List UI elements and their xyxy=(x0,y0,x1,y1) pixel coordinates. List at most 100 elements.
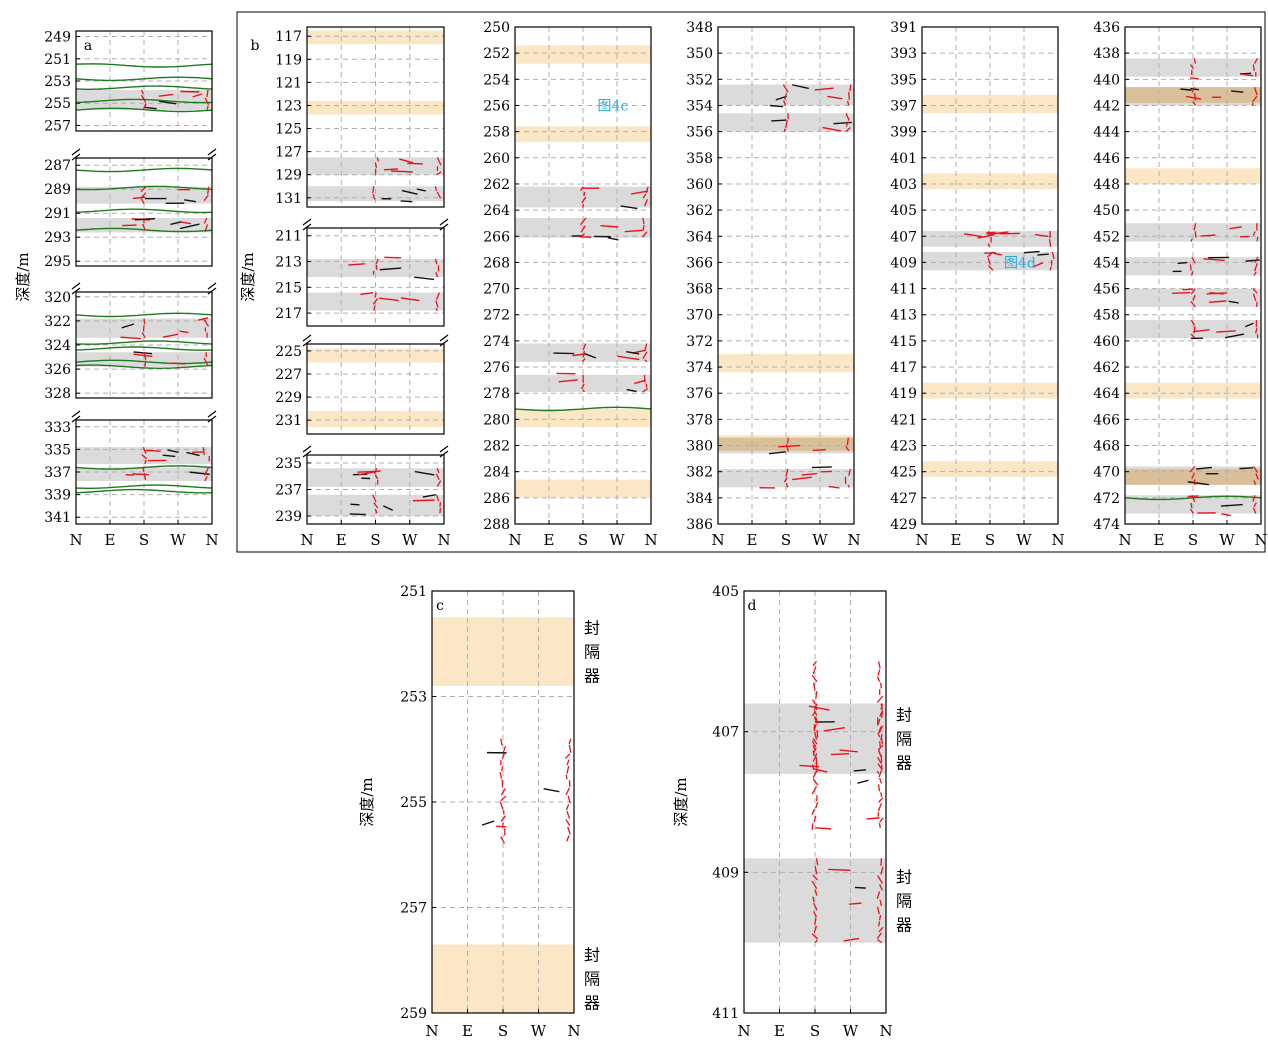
y-tick-label: 295 xyxy=(44,254,71,270)
y-tick-label: 458 xyxy=(1093,308,1120,324)
fracture-trace xyxy=(1254,263,1258,272)
fracture-trace xyxy=(877,812,880,817)
fracture-trace xyxy=(812,699,817,705)
x-tick-label: W xyxy=(1219,531,1235,549)
fracture-trace xyxy=(1254,327,1258,334)
fracture-trace xyxy=(1221,503,1243,507)
fracture-trace xyxy=(877,669,881,676)
y-tick-label: 260 xyxy=(483,151,510,167)
fracture-trace xyxy=(814,705,818,711)
fracture-trace xyxy=(879,710,884,717)
fracture-trace xyxy=(811,933,819,940)
x-tick-label: N xyxy=(915,531,928,549)
bedding-trace xyxy=(75,340,213,345)
y-tick-label: 276 xyxy=(483,360,510,376)
packer-label: 隔 xyxy=(896,730,912,749)
y-tick-label: 354 xyxy=(686,98,713,114)
fracture-trace xyxy=(987,231,1009,235)
y-axis-label-c: 深度/m xyxy=(358,777,376,826)
axis-break-mark xyxy=(71,148,81,161)
panel-b-col1-segment: 225 227 229 231 xyxy=(275,343,445,435)
fracture-trace xyxy=(857,779,869,784)
x-tick-label: E xyxy=(747,531,758,549)
fracture-trace xyxy=(1191,472,1196,479)
fracture-trace xyxy=(580,225,586,233)
axis-break-mark xyxy=(207,148,217,161)
x-tick-label: S xyxy=(139,531,149,549)
y-tick-label: 215 xyxy=(275,280,302,296)
y-tick-label: 411 xyxy=(890,282,917,298)
fracture-trace xyxy=(811,764,815,770)
fracture-trace xyxy=(814,87,834,91)
y-tick-label: 380 xyxy=(686,439,713,455)
fracture-trace xyxy=(813,716,818,724)
y-tick-label: 436 xyxy=(1093,20,1120,36)
fracture-trace xyxy=(815,858,819,866)
fracture-trace xyxy=(434,186,438,192)
fracture-trace xyxy=(1172,291,1191,295)
fracture-trace xyxy=(141,192,147,199)
fracture-trace xyxy=(436,480,442,487)
x-tick-label: W xyxy=(609,531,625,549)
fracture-trace xyxy=(565,804,570,811)
fracture-trace xyxy=(206,105,209,111)
fracture-trace xyxy=(642,388,649,393)
fracture-trace xyxy=(565,787,570,796)
fracture-trace xyxy=(878,725,884,734)
fracture-trace xyxy=(782,100,787,106)
x-tick-label: S xyxy=(370,531,380,549)
x-tick-label: N xyxy=(644,531,657,549)
fracture-trace xyxy=(812,660,818,667)
bedding-trace xyxy=(75,185,213,191)
fracture-trace xyxy=(436,468,440,474)
y-tick-label: 123 xyxy=(275,98,302,114)
fracture-trace xyxy=(813,925,818,934)
y-tick-label: 282 xyxy=(483,439,510,455)
fracture-trace xyxy=(167,449,179,453)
fracture-trace xyxy=(812,666,817,675)
y-tick-label: 403 xyxy=(890,177,917,193)
fracture-trace xyxy=(880,792,883,797)
y-tick-label: 362 xyxy=(686,203,713,219)
fracture-trace xyxy=(988,265,994,271)
fracture-trace xyxy=(133,353,153,358)
y-tick-label: 324 xyxy=(44,338,71,354)
fracture-trace xyxy=(372,270,375,275)
y-tick-label: 255 xyxy=(44,96,71,112)
fracture-trace xyxy=(374,474,379,480)
fracture-trace xyxy=(607,237,619,241)
fracture-trace xyxy=(877,732,881,738)
fracture-trace xyxy=(876,770,880,775)
fracture-trace xyxy=(543,787,560,793)
fracture-trace xyxy=(203,194,209,202)
x-tick-label: N xyxy=(1118,531,1131,549)
fracture-trace xyxy=(401,189,418,195)
fracture-trace xyxy=(853,769,867,772)
plot-frame xyxy=(75,157,213,267)
bedding-trace xyxy=(75,364,213,369)
fracture-trace xyxy=(142,103,147,111)
x-tick-label: N xyxy=(879,1022,892,1040)
y-tick-label: 417 xyxy=(890,360,917,376)
x-tick-label: N xyxy=(737,1022,750,1040)
fracture-trace xyxy=(207,186,210,195)
bedding-trace xyxy=(75,167,213,173)
fracture-trace xyxy=(877,661,881,669)
packer-label: 封 xyxy=(896,867,912,886)
fracture-trace xyxy=(565,819,571,827)
fracture-trace xyxy=(642,217,645,225)
panel-b-column: 250 252 254 256 258 260 262 264 266 268 270 272 274 2… xyxy=(483,20,652,533)
fracture-trace xyxy=(879,817,884,823)
fracture-trace xyxy=(1190,271,1194,276)
y-tick-label: 253 xyxy=(44,74,71,90)
fracture-trace xyxy=(501,766,504,772)
y-tick-label: 258 xyxy=(483,125,510,141)
y-tick-label: 440 xyxy=(1093,72,1120,88)
fracture-trace xyxy=(813,747,817,753)
y-tick-label: 257 xyxy=(400,901,427,917)
fracture-trace xyxy=(1193,93,1197,101)
y-tick-label: 320 xyxy=(44,290,71,306)
y-tick-label: 337 xyxy=(44,465,71,481)
fracture-trace xyxy=(374,292,377,298)
x-tick-label: N xyxy=(1051,531,1064,549)
